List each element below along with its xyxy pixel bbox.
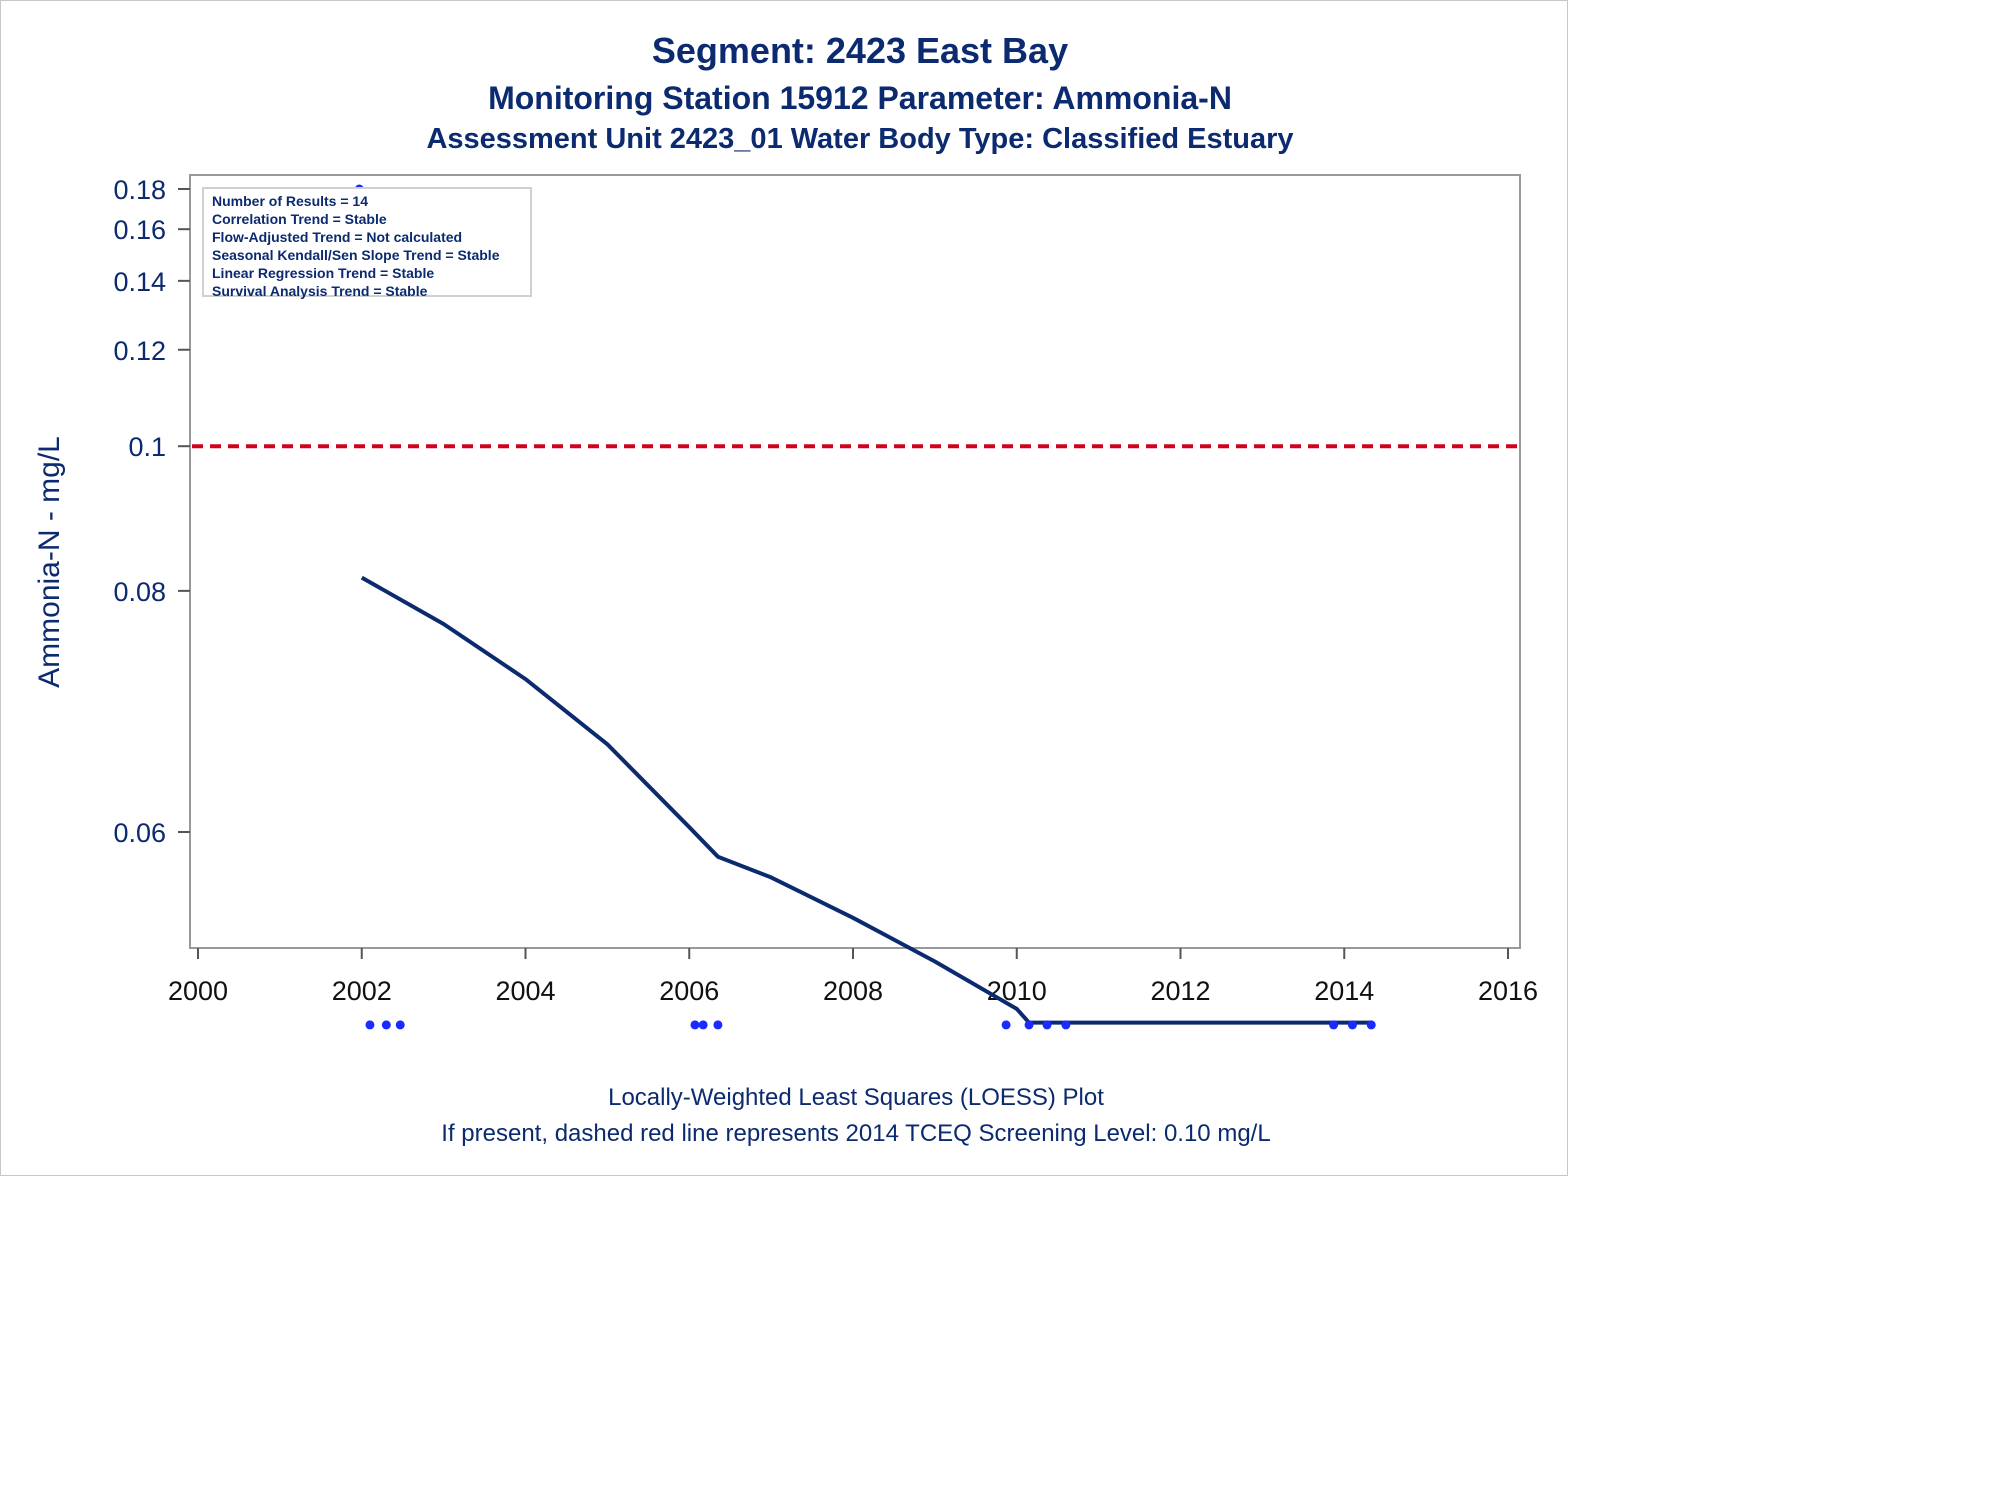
chart-subtitle: Monitoring Station 15912 Parameter: Ammo…: [488, 80, 1232, 116]
data-point: [1024, 1020, 1034, 1030]
data-point: [1061, 1020, 1071, 1030]
y-axis: 0.06 0.08 0.1 0.12 0.14 0.16 0.18: [113, 175, 190, 848]
point-layer: [354, 184, 1376, 1030]
stats-line: Survival Analysis Trend = Stable: [212, 283, 428, 299]
x-tick-label: 2002: [332, 976, 392, 1006]
y-tick-label: 0.08: [113, 577, 166, 607]
y-tick-label: 0.12: [113, 336, 166, 366]
x-tick-label: 2006: [659, 976, 719, 1006]
y-axis-label: Ammonia-N - mg/L: [33, 436, 66, 688]
data-point: [1042, 1020, 1052, 1030]
y-tick-label: 0.16: [113, 215, 166, 245]
y-tick-label: 0.1: [128, 432, 166, 462]
chart-subtitle-2: Assessment Unit 2423_01 Water Body Type:…: [426, 123, 1294, 155]
chart-plot: 0.06 0.08 0.1 0.12 0.14 0.16 0.18 2000 2002 2004…: [113, 174, 1538, 1030]
stats-line: Correlation Trend = Stable: [212, 211, 387, 227]
footer-note-1: Locally-Weighted Least Squares (LOESS) P…: [608, 1084, 1104, 1111]
y-tick-label: 0.06: [113, 818, 166, 848]
data-point: [1366, 1020, 1376, 1030]
y-tick-label: 0.18: [113, 175, 166, 205]
x-tick-label: 2008: [823, 976, 883, 1006]
plot-area: [189, 174, 1521, 949]
x-tick-label: 2012: [1150, 976, 1210, 1006]
stats-line: Number of Results = 14: [212, 193, 368, 209]
stats-line: Seasonal Kendall/Sen Slope Trend = Stabl…: [212, 247, 500, 263]
y-tick-label: 0.14: [113, 267, 166, 297]
loess-line: [360, 575, 1372, 1025]
x-tick-label: 2000: [168, 976, 228, 1006]
x-axis: 2000 2002 2004 2006 2008 2010 2012 2014 2016: [168, 948, 1538, 1006]
data-point: [698, 1020, 708, 1030]
stats-line: Linear Regression Trend = Stable: [212, 265, 435, 281]
data-point: [1001, 1020, 1011, 1030]
loess-layer: [360, 575, 1372, 1025]
data-point: [1347, 1020, 1357, 1030]
stats-box: Number of Results = 14 Correlation Trend …: [202, 187, 532, 299]
x-tick-label: 2016: [1478, 976, 1538, 1006]
chart-title: Segment: 2423 East Bay: [651, 30, 1069, 71]
data-point: [395, 1020, 405, 1030]
data-point: [365, 1020, 375, 1030]
data-point: [690, 1020, 700, 1030]
data-point: [1329, 1020, 1339, 1030]
data-point: [381, 1020, 391, 1030]
stats-line: Flow-Adjusted Trend = Not calculated: [212, 229, 463, 245]
x-tick-label: 2010: [987, 976, 1047, 1006]
x-tick-label: 2004: [495, 976, 555, 1006]
x-tick-label: 2014: [1314, 976, 1374, 1006]
footer-note-2: If present, dashed red line represents 2…: [441, 1120, 1271, 1147]
data-point: [713, 1020, 723, 1030]
